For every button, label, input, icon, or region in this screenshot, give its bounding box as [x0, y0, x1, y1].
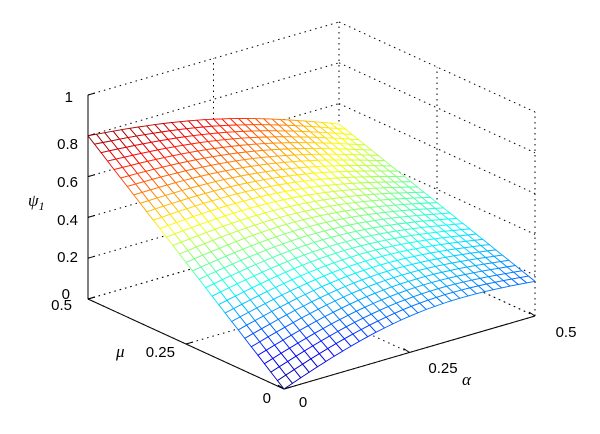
z-tick-label: 0	[62, 286, 70, 303]
surface-cell	[276, 374, 294, 390]
x-tick	[528, 311, 536, 317]
z-tick-label: 0.8	[57, 136, 78, 153]
y-tick	[185, 341, 194, 345]
x-tick-label: 0.25	[428, 360, 457, 377]
y-tick-label: 0.25	[146, 344, 175, 361]
z-tick	[87, 214, 96, 218]
x-axis-label: α	[462, 370, 472, 389]
y-axis-label: μ	[115, 342, 125, 361]
axes: 0 0.2 0.4 0.6 0.8 1 0.5 0.25 0 0 0.25 0.…	[28, 89, 576, 411]
z-axis-label: ψ1	[28, 191, 45, 213]
z-tick-label: 0.6	[57, 174, 78, 191]
x-tick-label: 0	[299, 394, 307, 411]
x-tick-label: 0.5	[556, 324, 577, 341]
z-tick	[87, 174, 96, 178]
z-tick	[87, 92, 96, 96]
y-tick-label: 0	[263, 390, 271, 407]
grid-line	[338, 62, 536, 154]
y-tick-label: 0.5	[51, 297, 72, 314]
z-tick-label: 0.4	[57, 212, 78, 229]
z-tick	[87, 255, 96, 259]
x-tick	[403, 348, 410, 353]
z-tick-label: 1	[65, 89, 73, 106]
z-tick-label: 0.2	[57, 249, 78, 266]
y-tick	[87, 296, 96, 300]
surface-mesh	[87, 118, 537, 390]
